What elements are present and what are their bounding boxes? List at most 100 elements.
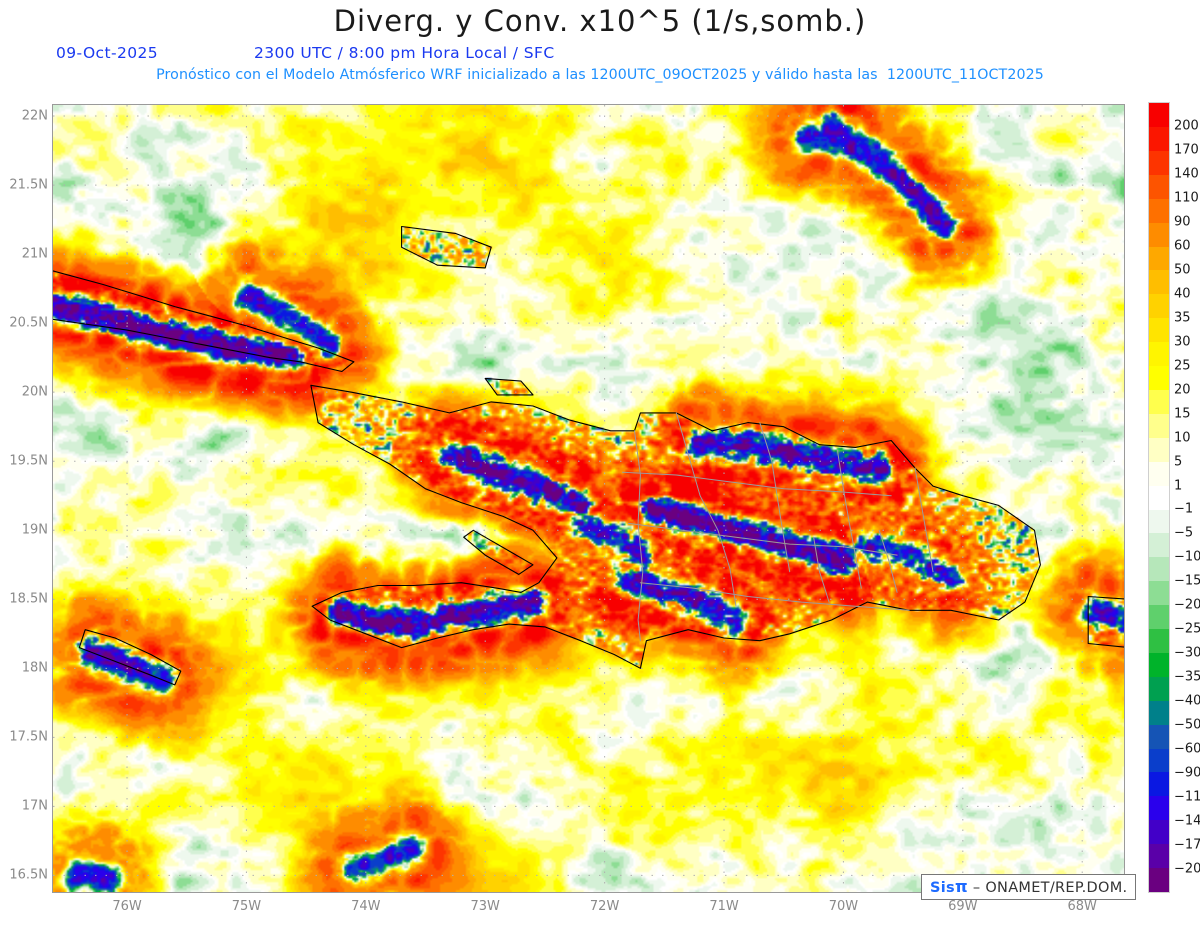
longitude-tick-label: 69W	[948, 899, 978, 914]
colorbar-band	[1149, 868, 1169, 892]
agency-logo: Sisπ – ONAMET/REP.DOM.	[921, 874, 1137, 900]
colorbar-tick-label: 30	[1174, 334, 1191, 350]
latitude-tick-label: 18N	[21, 660, 48, 676]
colorbar-tick-label: 5	[1174, 454, 1183, 470]
longitude-tick-label: 76W	[112, 899, 142, 914]
colorbar-tick-label: 40	[1174, 286, 1191, 302]
latitude-tick-label: 22N	[21, 108, 48, 124]
colorbar-band	[1149, 557, 1169, 582]
colorbar-band	[1149, 652, 1169, 677]
colorbar-band	[1149, 509, 1169, 534]
colorbar-band	[1149, 413, 1169, 438]
latitude-tick-label: 21.5N	[9, 177, 48, 193]
colorbar-tick-label: −35	[1174, 669, 1200, 685]
latitude-tick-label: 20.5N	[9, 315, 48, 331]
colorbar-band	[1149, 366, 1169, 390]
colorbar-band	[1149, 342, 1169, 367]
colorbar-tick-label: −90	[1174, 765, 1200, 781]
latitude-tick-label: 17N	[21, 798, 48, 814]
colorbar-band	[1149, 222, 1169, 247]
colorbar-tick-label: −110	[1174, 789, 1200, 805]
forecast-date: 09-Oct-2025	[56, 44, 158, 62]
page-title: Diverg. y Conv. x10^5 (1/s,somb.)	[333, 4, 867, 38]
colorbar-band	[1149, 485, 1169, 510]
colorbar-tick-label: 50	[1174, 262, 1191, 278]
colorbar	[1148, 102, 1170, 893]
longitude-tick-label: 75W	[231, 899, 262, 914]
colorbar-tick-label: 140	[1174, 166, 1199, 182]
colorbar-band	[1149, 174, 1169, 199]
colorbar-tick-label: −5	[1174, 525, 1194, 541]
colorbar-tick-label: 1	[1174, 478, 1183, 493]
latitude-tick-label: 20N	[21, 384, 48, 400]
colorbar-tick-label: −60	[1174, 741, 1200, 757]
divergence-convergence-shading	[53, 105, 1124, 892]
colorbar-band	[1149, 676, 1169, 701]
colorbar-band	[1149, 533, 1169, 558]
longitude-tick-label: 73W	[470, 899, 500, 914]
latitude-tick-label: 21N	[21, 246, 48, 262]
longitude-tick-label: 70W	[828, 899, 859, 914]
colorbar-band	[1149, 270, 1169, 295]
colorbar-tick-label: 20	[1174, 382, 1191, 398]
subheader-line: 09-Oct-2025 2300 UTC / 8:00 pm Hora Loca…	[0, 44, 1200, 98]
colorbar-tick-label: 15	[1174, 406, 1191, 422]
latitude-tick-label: 16.5N	[9, 867, 48, 883]
latitude-tick-label: 17.5N	[9, 729, 48, 745]
colorbar-tick-label: −1	[1174, 501, 1194, 517]
colorbar-tick-label: −15	[1174, 573, 1200, 589]
colorbar-tick-label: 170	[1174, 142, 1199, 158]
longitude-tick-label: 68W	[1067, 899, 1097, 914]
colorbar-band	[1149, 820, 1169, 845]
colorbar-tick-label: 200	[1174, 118, 1199, 134]
colorbar-tick-label: 10	[1174, 430, 1191, 446]
latitude-tick-label: 19N	[21, 522, 48, 538]
colorbar-band	[1149, 461, 1169, 486]
colorbar-tick-label: −30	[1174, 645, 1200, 661]
colorbar-tick-label: 90	[1174, 214, 1191, 230]
colorbar-tick-label: −200	[1174, 861, 1200, 877]
colorbar-tick-label: −170	[1174, 837, 1200, 853]
colorbar-tick-label: 25	[1174, 358, 1191, 374]
colorbar-band	[1149, 127, 1169, 151]
colorbar-band	[1149, 246, 1169, 271]
forecast-time-info: 2300 UTC / 8:00 pm Hora Local / SFC	[254, 44, 555, 62]
longitude-tick-label: 71W	[709, 899, 739, 914]
colorbar-tick-label: −140	[1174, 813, 1200, 829]
colorbar-band	[1149, 150, 1169, 175]
colorbar-tick-label: 35	[1174, 310, 1191, 326]
longitude-tick-label: 74W	[351, 899, 381, 914]
colorbar-band	[1149, 581, 1169, 606]
colorbar-band	[1149, 748, 1169, 773]
colorbar-band	[1149, 796, 1169, 821]
colorbar-band	[1149, 844, 1169, 869]
colorbar-labels: 200 170 140 110 90 60 50 40 35 30 25 20 15 10 5 1 −1 −5 −1…	[1174, 102, 1200, 893]
forecast-description: Pronóstico con el Modelo Atmósferico WRF…	[156, 67, 1044, 83]
colorbar-band	[1149, 389, 1169, 414]
colorbar-band	[1149, 772, 1169, 797]
logo-separator: –	[972, 880, 981, 896]
colorbar-tick-label: −50	[1174, 717, 1200, 733]
logo-sis-text: Sis	[930, 880, 955, 896]
colorbar-tick-label: −25	[1174, 621, 1200, 637]
logo-agency-text: ONAMET/REP.DOM.	[985, 880, 1128, 896]
colorbar-tick-label: −20	[1174, 597, 1200, 613]
colorbar-band	[1149, 294, 1169, 319]
colorbar-tick-label: 60	[1174, 238, 1191, 254]
map-plot-area	[52, 104, 1125, 893]
colorbar-band	[1149, 437, 1169, 462]
colorbar-band	[1149, 198, 1169, 223]
colorbar-tick-label: 110	[1174, 190, 1199, 206]
colorbar-band	[1149, 700, 1169, 725]
colorbar-band	[1149, 318, 1169, 343]
latitude-tick-label: 19.5N	[9, 453, 48, 469]
colorbar-band	[1149, 629, 1169, 653]
colorbar-band	[1149, 103, 1169, 127]
latitude-tick-label: 18.5N	[9, 591, 48, 607]
logo-pi-icon: π	[954, 877, 968, 896]
longitude-tick-label: 72W	[589, 899, 620, 914]
colorbar-band	[1149, 605, 1169, 630]
colorbar-tick-label: −10	[1174, 549, 1200, 565]
colorbar-band	[1149, 724, 1169, 749]
colorbar-tick-label: −40	[1174, 693, 1200, 709]
